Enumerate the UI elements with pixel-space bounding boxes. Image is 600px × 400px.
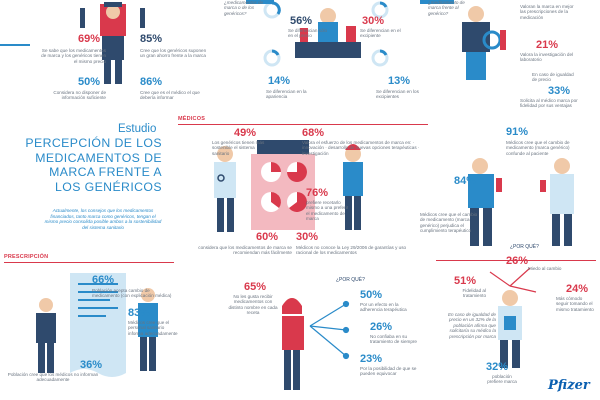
title-line-2: MEDICAMENTOS DE [35,150,162,165]
center-stat-30-text: Se diferencian en el excipiente [360,28,401,39]
prescription-paper-icon [70,273,126,377]
pill-bottle-icon [251,140,315,230]
title-line-1: PERCEPCIÓN DE LOS [25,136,162,150]
medicos-stat-30: 30% [296,231,319,243]
woman-thinking-figure [282,298,304,390]
stat-69-text: Se sabe que los medicamentos de marca y … [41,48,106,64]
section-medicos: MÉDICOS [178,116,206,122]
br-stat-26-text: Miedo al cambio [528,266,562,271]
connector-lines-right [489,267,537,293]
presc-stat-36-text: Población cree que los médicos no inform… [7,372,99,383]
medicos-stat-76: 76% [306,187,329,199]
presc-stat-83: 83% [128,307,151,319]
right-text-2: En caso de igualdad de precio [532,72,574,83]
stat-86-text: Cree que es el médico el que debería inf… [140,90,200,101]
title-line-3: MARCA FRENTE A [49,165,162,179]
woman-figure [343,144,363,230]
bc-stat-50-text: Por un efecto en la adherencia terapéuti… [360,302,407,313]
study-label: Estudio [118,123,157,135]
br-stat-51-text: Fidelidad al tratamiento [462,288,487,299]
center-stat-30: 30% [362,15,385,27]
right-stat-84: 84% [454,175,477,187]
stat-50-text: Considera no disponer de información suf… [53,90,106,101]
stat-85-text: Cree que los genéricos suponen un gran a… [140,48,207,59]
connector-lines [309,300,350,360]
doctor-figure [214,146,236,232]
doctor-patient-illustration [468,158,574,246]
right-stat-33: 33% [548,85,571,97]
medicos-stat-60: 60% [256,231,279,243]
medicos-rule [178,124,428,125]
pfizer-logo: Pfizer [548,378,590,393]
right-top-question: ¿medicamento de marca frente al genérico… [428,0,465,16]
right-stat-21-text: Valora la investigación del laboratorio [520,52,574,63]
man-lifting-figure [80,2,145,84]
bc-stat-65-text: No les gusta recibir medicamentos con di… [228,294,278,316]
bc-stat-50: 50% [360,289,383,301]
medicos-illustration [214,140,363,232]
br-stat-24-text: Más cómodo seguir tomando el mismo trata… [556,296,594,312]
medicos-stat-49: 49% [234,127,257,139]
patient-figure [468,158,502,246]
medicos-stat-68-text: Valora el esfuerzo de los medicamentos d… [302,140,420,156]
medicos-stat-49-text: Los genéricos tienen más sostenible el s… [212,140,265,156]
center-stat-13: 13% [388,75,411,87]
br-why-label: ¿POR QUÉ? [510,244,539,250]
presc-stat-36: 36% [80,359,103,371]
bc-stat-65: 65% [244,281,267,293]
bottom-right-illustration [489,267,537,368]
right-text-1: Valoran la marca en mejor las prescripci… [520,4,574,20]
br-stat-32-text: población prefiere marca [487,374,517,385]
right-stat-84-text: Médicos cree que el cambio de medicament… [420,212,478,234]
right-stat-33-text: Solicita al médico marca por fidelidad p… [520,98,578,109]
prescription-illustration [36,273,158,377]
prescripcion-rule [4,262,174,263]
medicos-stat-68: 68% [302,127,325,139]
presc-stat-83-text: Médicos cree que el personal sanitario i… [128,320,178,336]
stat-69: 69% [78,33,101,45]
bc-stat-23-text: Por la posibilidad de que se pueden equi… [360,366,417,377]
researcher-figure [462,6,506,80]
center-stat-56-text: Se diferencian sólo en el precio [288,28,328,39]
worried-patient-figure [498,290,522,368]
center-top-question: ¿medicamentos de marca o de los genérico… [224,0,264,16]
bc-stat-26-text: No confiaba en su tratamiento de siempre [370,334,417,345]
center-stat-14: 14% [268,75,291,87]
br-stat-24: 24% [566,283,589,295]
br-stat-26: 26% [506,255,529,267]
section-prescripcion: PRESCRIPCIÓN [4,254,49,260]
stat-50: 50% [78,76,101,88]
stat-85: 85% [140,33,163,45]
right-stat-21: 21% [536,39,559,51]
center-stat-14-text: Se diferencian en la apariencia [266,89,307,100]
medicos-stat-60-text: considera que los medicamentos de marca … [198,245,292,256]
title-line-4: LOS GENÉRICOS [54,179,162,194]
doctor-right-figure [540,158,574,246]
br-note: En caso de igualdad de precio en un 32% … [447,312,496,339]
patient-left-figure [36,298,56,373]
presc-stat-66-text: Población acepta cambio de medicamento (… [92,288,172,299]
right-stat-91: 91% [506,126,529,138]
pharmacist-figure [295,8,361,58]
bottom-center-illustration [282,298,350,390]
study-intro: Actualmente, los consejos que los medica… [44,208,162,230]
header-illustrations [0,0,506,84]
doctor-bottom-figure [138,288,158,371]
center-stat-56: 56% [290,15,313,27]
bc-stat-23: 23% [360,353,383,365]
bc-why-label: ¿POR QUÉ? [336,277,365,283]
br-stat-51: 51% [454,275,477,287]
right-stat-91-text: Médicos cree que el cambio de medicament… [506,140,570,156]
bc-stat-26: 26% [370,321,393,333]
presc-stat-66: 66% [92,274,115,286]
medicos-stat-30-text: Médicos no conoce la Ley 29/2006 de gara… [296,245,407,256]
center-stat-13-text: Se diferencian en los excipientes [376,89,419,100]
stat-86: 86% [140,76,163,88]
medicos-stat-76-text: prefiere recetarlo mismo a una preferir … [306,200,349,222]
bottom-right-rule [436,260,596,261]
br-stat-32: 32% [486,361,509,373]
study-title: PERCEPCIÓN DE LOS MEDICAMENTOS DE MARCA … [0,136,162,194]
